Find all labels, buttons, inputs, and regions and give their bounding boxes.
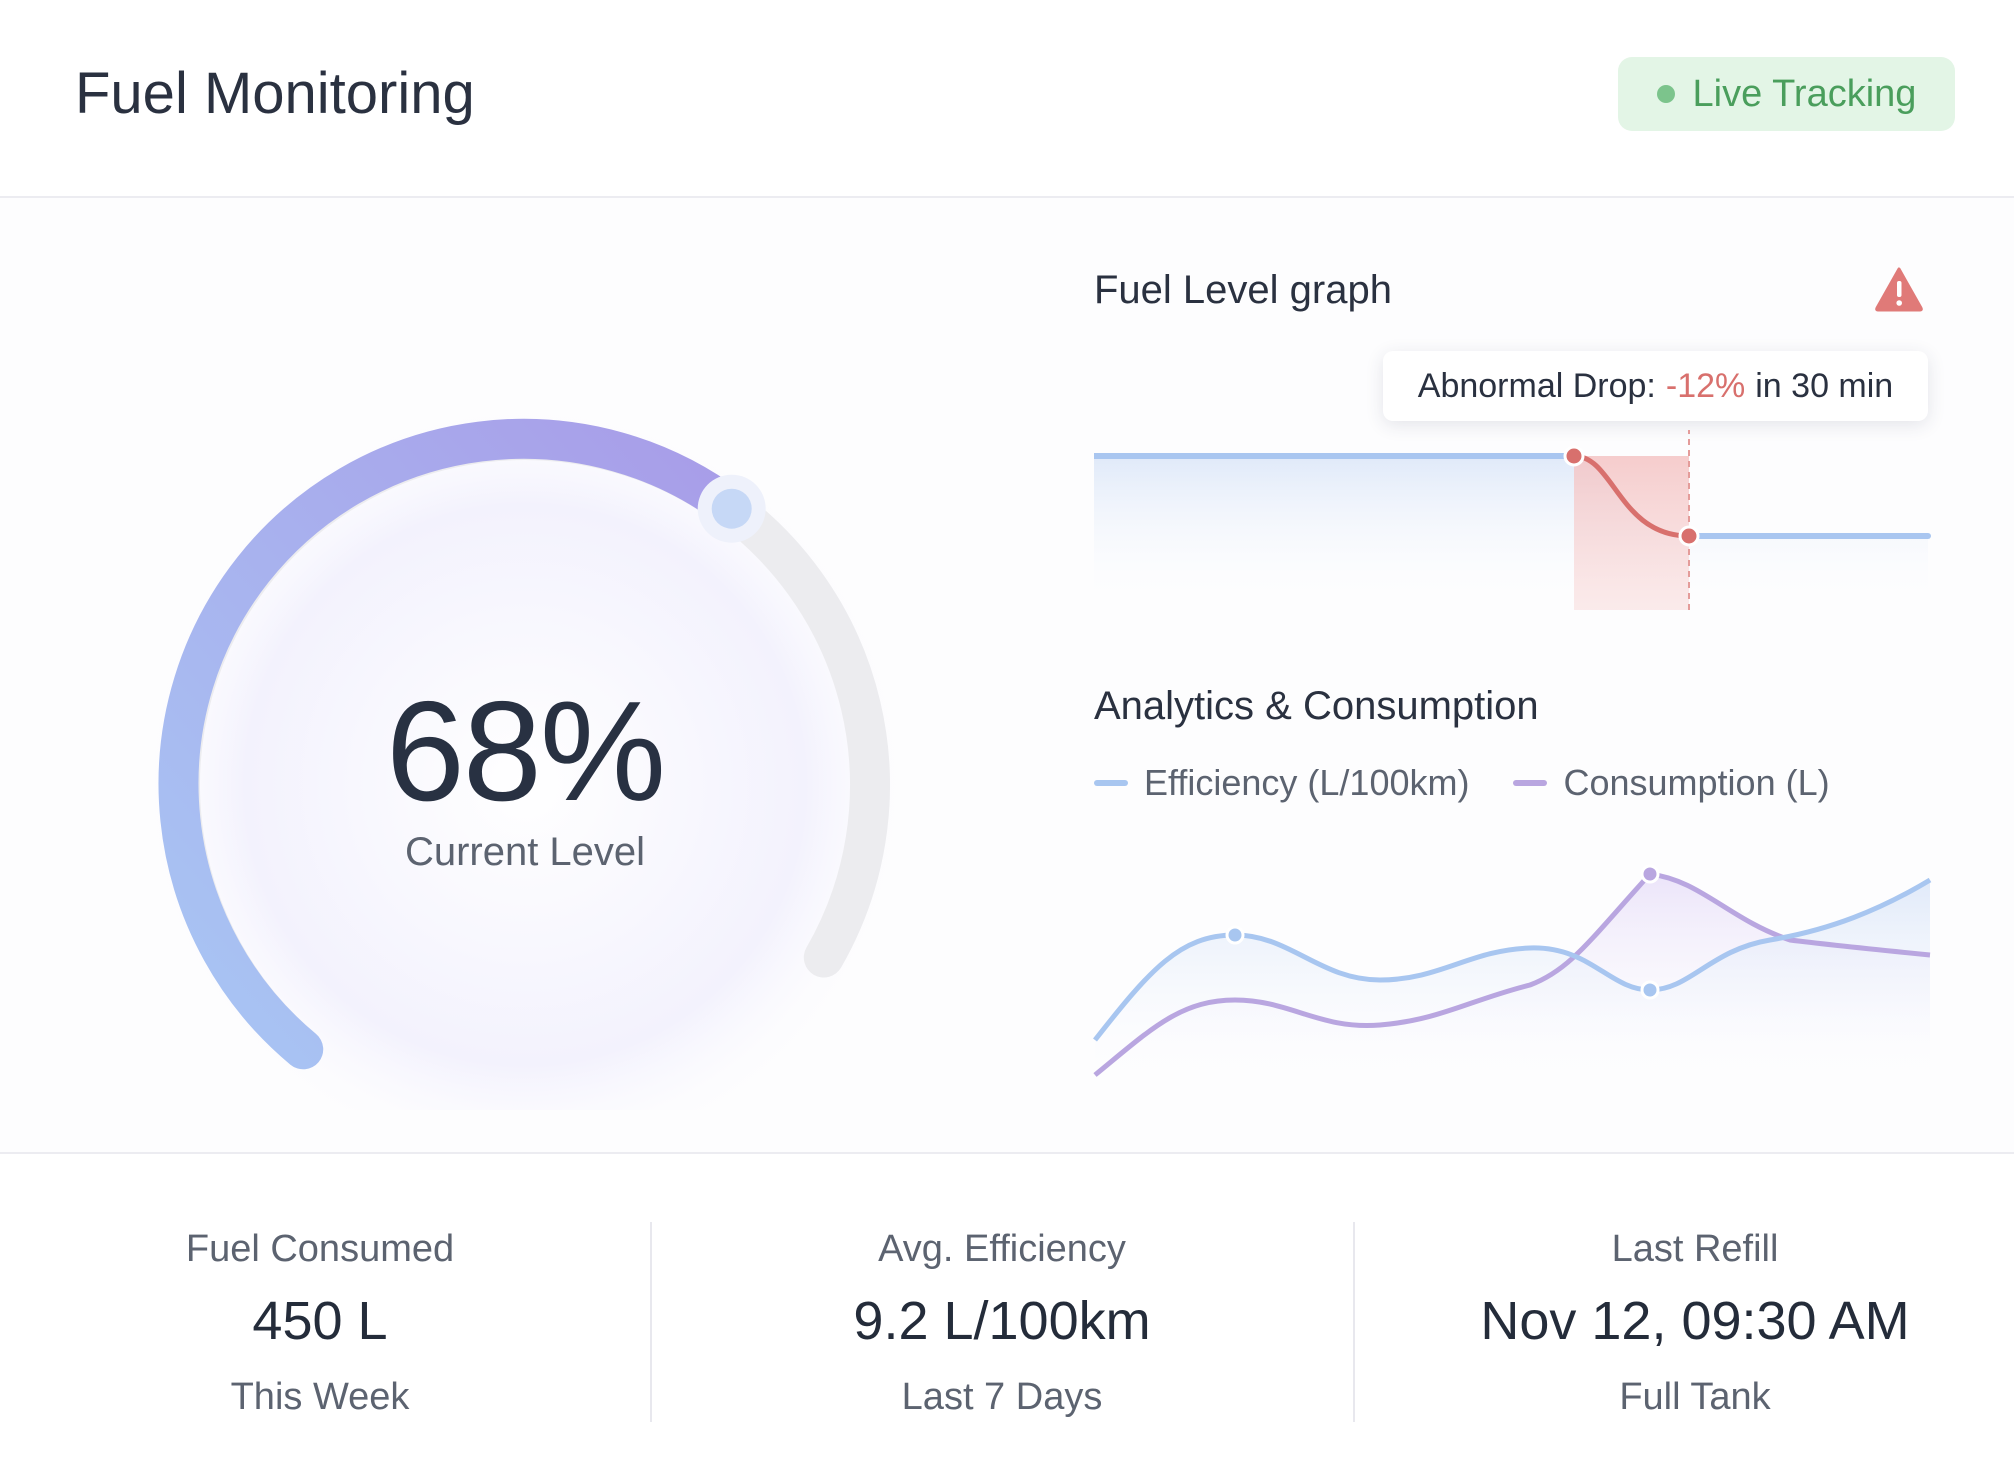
stat-value: 9.2 L/100km	[853, 1291, 1151, 1351]
fuel-level-area	[1094, 456, 1928, 610]
tooltip-suffix: in 30 min	[1755, 366, 1894, 405]
stats-footer: Fuel Consumed 450 L This Week Avg. Effic…	[0, 1152, 2014, 1465]
live-badge-label: Live Tracking	[1692, 72, 1917, 115]
consumption-point-peak[interactable]	[1640, 864, 1660, 884]
stat-value: 450 L	[252, 1291, 388, 1351]
legend-label-efficiency: Efficiency (L/100km)	[1144, 762, 1470, 803]
stat-label: Last Refill	[1611, 1228, 1779, 1270]
legend-label-consumption: Consumption (L)	[1563, 762, 1830, 803]
stat-divider	[650, 1222, 652, 1422]
live-tracking-badge[interactable]: Live Tracking	[1618, 57, 1955, 131]
tooltip-change: -12%	[1665, 366, 1746, 405]
fuel-gauge	[125, 385, 925, 1110]
consumption-line	[1093, 871, 1931, 1077]
efficiency-point-low[interactable]	[1640, 980, 1660, 1000]
analytics-chart	[1093, 864, 1932, 1090]
stat-divider	[1353, 1222, 1355, 1422]
fuel-level-drop-line	[1573, 453, 1690, 539]
stat-fuel-consumed: Fuel Consumed 450 L This Week	[0, 1154, 670, 1465]
live-status-dot-icon	[1656, 85, 1675, 103]
consumption-swatch	[1513, 780, 1548, 786]
gauge-label: Current Level	[404, 830, 646, 874]
stat-label: Avg. Efficiency	[878, 1228, 1126, 1270]
fuel-level-title: Fuel Level graph	[1094, 268, 1392, 312]
gauge-fill	[158, 418, 752, 1070]
abnormal-drop-tooltip: Abnormal Drop: -12% in 30 min	[1383, 351, 1928, 421]
gauge-knob-center	[711, 488, 752, 529]
stat-last-refill: Last Refill Nov 12, 09:30 AM Full Tank	[1345, 1154, 2014, 1465]
gauge-value: 68%	[385, 672, 666, 831]
stat-sub: This Week	[230, 1376, 410, 1418]
warning-triangle-icon[interactable]	[1874, 266, 1924, 312]
analytics-legend: Efficiency (L/100km) Consumption (L)	[1094, 762, 1830, 804]
stat-label: Fuel Consumed	[185, 1228, 455, 1270]
legend-item-consumption[interactable]: Consumption (L)	[1513, 762, 1830, 804]
stat-sub: Full Tank	[1619, 1376, 1771, 1418]
stat-avg-efficiency: Avg. Efficiency 9.2 L/100km Last 7 Days	[652, 1154, 1352, 1465]
fuel-level-chart	[1094, 430, 1931, 610]
stat-value: Nov 12, 09:30 AM	[1480, 1291, 1910, 1351]
legend-item-efficiency[interactable]: Efficiency (L/100km)	[1094, 762, 1469, 804]
page-title: Fuel Monitoring	[75, 61, 475, 126]
efficiency-point-peak[interactable]	[1225, 925, 1245, 945]
drop-start-point[interactable]	[1563, 445, 1585, 467]
drop-end-point[interactable]	[1678, 525, 1700, 547]
efficiency-area	[1095, 880, 1930, 1090]
analytics-title: Analytics & Consumption	[1094, 684, 1539, 728]
gauge-glow	[125, 385, 925, 1110]
stat-sub: Last 7 Days	[901, 1376, 1103, 1418]
header: Fuel Monitoring Live Tracking	[0, 0, 2014, 198]
tooltip-prefix: Abnormal Drop:	[1417, 366, 1656, 405]
efficiency-swatch	[1094, 780, 1128, 786]
